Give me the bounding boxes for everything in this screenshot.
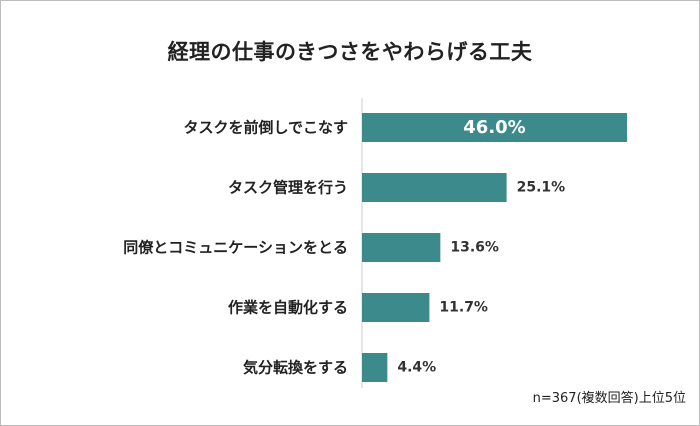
- bar: [362, 173, 507, 202]
- bars-group: タスクを前倒しでこなす 46.0% タスク管理を行う 25.1% 同僚とコミュニケーショ…: [123, 113, 627, 382]
- category-label: 気分転換をする: [243, 359, 348, 377]
- value-label: 25.1%: [517, 180, 566, 196]
- value-label: 13.6%: [450, 240, 499, 256]
- chart-title: 経理の仕事のきつさをやわらげる工夫: [167, 40, 533, 64]
- category-label: 作業を自動化する: [228, 299, 348, 317]
- bar: [362, 293, 430, 322]
- bar: [362, 113, 627, 142]
- footnote: n=367(複数回答)上位5位: [532, 391, 686, 406]
- value-label: 4.4%: [397, 360, 436, 376]
- category-label: 同僚とコミュニケーションをとる: [123, 239, 348, 257]
- category-label: タスク管理を行う: [228, 179, 348, 197]
- category-label: タスクを前倒しでこなす: [183, 119, 348, 137]
- bar: [362, 233, 441, 262]
- value-label: 46.0%: [463, 117, 525, 138]
- bar: [362, 353, 388, 382]
- value-label: 11.7%: [439, 300, 488, 316]
